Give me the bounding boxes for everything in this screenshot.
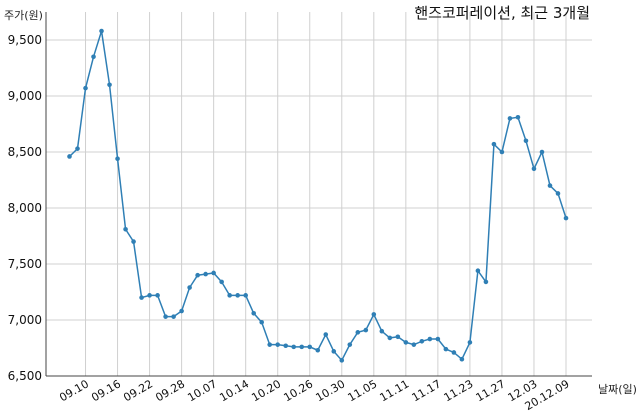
data-point	[131, 239, 136, 244]
data-point	[515, 114, 521, 120]
x-tick-label: 10.14	[217, 377, 251, 404]
data-point	[147, 293, 152, 298]
data-point	[419, 338, 425, 344]
y-tick-labels: 6,500 7,000 7,500 8,000 8,500 9,000 9,500	[8, 33, 42, 383]
data-point	[243, 293, 248, 298]
x-tick-labels: 09.1009.1609.2209.2810.0710.1410.2010.26…	[57, 377, 571, 413]
data-point	[403, 340, 409, 345]
x-tick-label: 11.05	[346, 377, 380, 404]
data-point	[219, 279, 224, 285]
data-point	[363, 327, 369, 333]
data-point	[491, 141, 497, 147]
data-point	[235, 293, 240, 298]
x-tick-label: 10.07	[185, 377, 219, 404]
data-point	[155, 293, 160, 298]
data-point	[459, 356, 465, 362]
data-point	[283, 343, 289, 349]
data-point	[99, 28, 104, 34]
data-point	[259, 319, 264, 325]
y-tick-label: 7,000	[8, 313, 42, 327]
y-tick-label: 8,500	[8, 145, 42, 159]
data-point	[331, 349, 337, 354]
data-point	[211, 270, 216, 276]
data-point	[267, 342, 273, 347]
data-point	[451, 350, 457, 355]
x-tick-label: 11.27	[474, 377, 508, 404]
data-point	[75, 146, 80, 151]
data-point	[315, 347, 321, 353]
data-point	[203, 271, 208, 277]
data-point	[347, 342, 353, 347]
data-point	[371, 312, 377, 317]
data-point	[475, 268, 481, 274]
y-tick-label: 9,500	[8, 33, 42, 47]
data-point	[379, 328, 385, 334]
data-point	[291, 344, 297, 350]
x-tick-label: 11.23	[442, 377, 476, 404]
data-point	[339, 358, 345, 363]
data-point	[139, 295, 144, 300]
data-point	[539, 149, 545, 155]
data-point	[179, 308, 184, 314]
data-point	[355, 330, 361, 335]
data-point	[67, 154, 72, 159]
data-point	[443, 346, 449, 352]
series	[67, 28, 569, 363]
data-point	[163, 314, 168, 319]
data-point	[275, 342, 281, 347]
data-point	[107, 82, 112, 88]
data-point	[483, 279, 489, 285]
x-tick-label: 09.22	[121, 377, 155, 404]
data-point	[555, 191, 561, 196]
y-tick-label: 9,000	[8, 89, 42, 103]
data-point	[563, 215, 569, 221]
x-tick-label: 09.16	[89, 377, 123, 404]
data-point	[499, 149, 505, 155]
y-tick-label: 8,000	[8, 201, 42, 215]
data-point	[187, 285, 192, 290]
data-point	[395, 334, 401, 340]
y-tick-label: 7,500	[8, 257, 42, 271]
data-point	[227, 293, 232, 298]
x-tick-label: 11.11	[378, 377, 412, 404]
data-point	[435, 336, 441, 342]
chart-title: 핸즈코퍼레이션, 최근 3개월	[414, 4, 590, 22]
data-point	[323, 332, 329, 337]
data-point	[195, 272, 200, 278]
x-tick-label: 09.10	[57, 377, 91, 404]
grid	[46, 12, 592, 377]
data-point	[531, 166, 537, 172]
data-point	[91, 54, 96, 60]
x-tick-label: 10.20	[249, 377, 283, 404]
data-point	[83, 85, 88, 91]
data-point	[171, 314, 176, 319]
data-point	[411, 342, 417, 347]
data-point	[387, 335, 393, 341]
data-point	[251, 310, 256, 316]
y-tick-label: 6,500	[8, 369, 42, 383]
y-axis-label: 주가(원)	[4, 9, 43, 22]
data-point	[547, 183, 553, 188]
data-point	[507, 116, 513, 121]
x-tick-label: 11.17	[410, 377, 444, 404]
x-tick-label: 09.28	[153, 377, 187, 404]
data-point	[307, 344, 313, 350]
data-point	[123, 226, 128, 232]
data-point	[523, 138, 529, 144]
x-axis-label: 날짜(일)	[598, 382, 637, 396]
x-tick-label: 10.30	[313, 377, 347, 404]
x-tick-label: 10.26	[281, 377, 315, 404]
data-point	[427, 336, 433, 342]
series-line	[68, 30, 567, 362]
data-point	[299, 344, 305, 350]
data-point	[115, 156, 120, 162]
data-point	[467, 340, 473, 345]
